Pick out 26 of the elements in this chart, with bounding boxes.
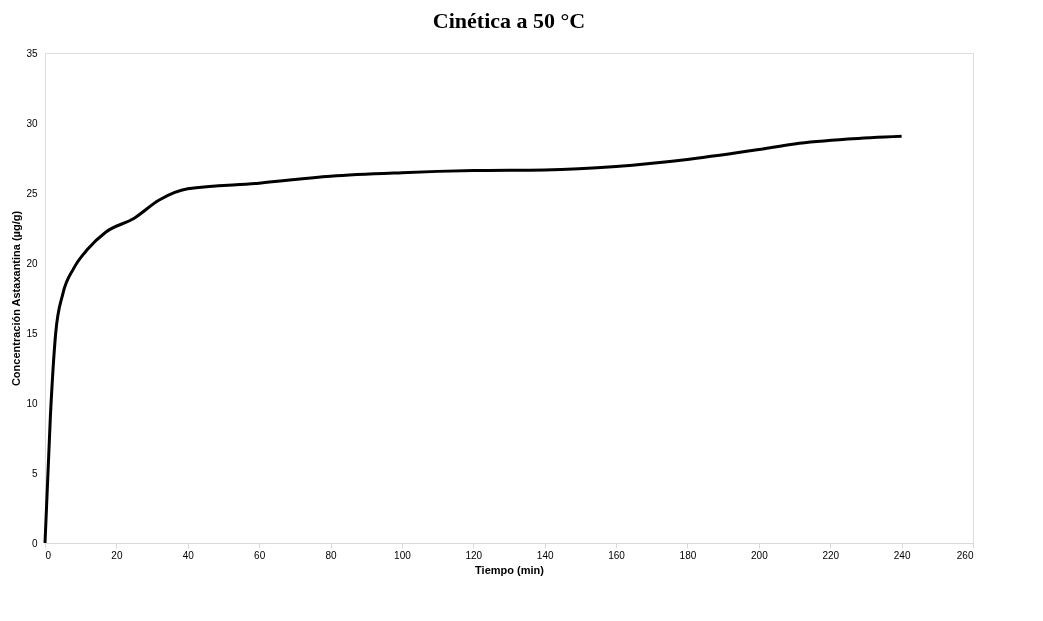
y-tick-label: 10 [26,397,38,409]
x-tick-label: 100 [394,549,412,561]
x-tick-label: 80 [325,549,338,561]
x-tick-label: 140 [536,549,554,561]
x-axis-title: Tiempo (min) [475,563,545,576]
chart-title: Cinética a 50 °C [432,8,586,33]
x-tick-label: 0 [45,549,52,561]
x-tick-label: 200 [751,549,769,561]
y-tick-label: 0 [31,537,38,549]
x-tick-label: 180 [679,549,697,561]
line-series [43,134,904,545]
x-tick-label: 260 [956,549,974,561]
x-tick-label: 240 [893,549,911,561]
y-tick-label: 5 [31,467,38,479]
x-tick-label: 20 [111,549,123,561]
x-tick-label: 160 [608,549,626,561]
y-tick-label: 25 [26,187,38,199]
y-axis-title: Concentración Astaxantina (µg/g) [10,210,23,387]
y-tick-label: 20 [26,257,38,269]
y-tick-label: 15 [26,327,38,339]
x-tick-label: 60 [254,549,266,561]
x-tick-label: 120 [465,549,483,561]
x-tick-label: 40 [182,549,195,561]
y-tick-label: 30 [26,117,38,129]
y-tick-label: 35 [26,47,38,59]
x-tick-label: 220 [822,549,840,561]
